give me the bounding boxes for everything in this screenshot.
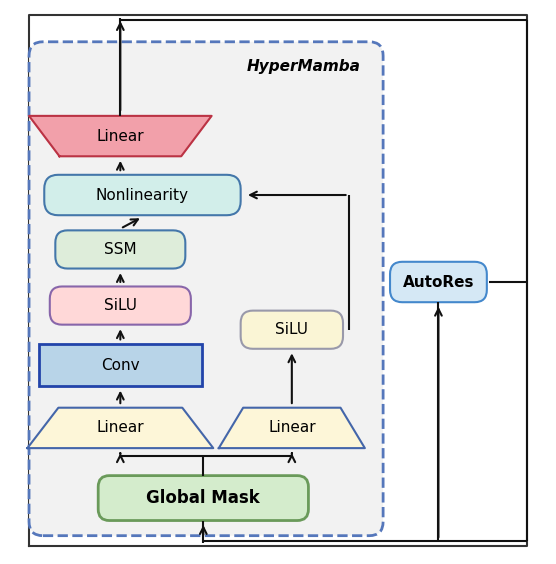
Text: Linear: Linear [97, 129, 144, 144]
Polygon shape [219, 408, 365, 448]
FancyBboxPatch shape [390, 262, 487, 302]
Text: HyperMamba: HyperMamba [247, 59, 361, 74]
Text: Nonlinearity: Nonlinearity [96, 187, 189, 202]
Polygon shape [29, 116, 212, 156]
Text: Conv: Conv [101, 358, 140, 373]
FancyBboxPatch shape [50, 287, 191, 325]
Text: AutoRes: AutoRes [403, 275, 474, 289]
Text: SiLU: SiLU [275, 322, 309, 337]
FancyBboxPatch shape [29, 42, 383, 536]
Text: Linear: Linear [268, 420, 316, 435]
FancyBboxPatch shape [56, 230, 185, 268]
Text: Global Mask: Global Mask [146, 489, 260, 507]
FancyBboxPatch shape [39, 344, 202, 386]
FancyBboxPatch shape [98, 475, 309, 521]
FancyBboxPatch shape [44, 175, 241, 215]
Polygon shape [27, 408, 214, 448]
Text: Linear: Linear [97, 420, 144, 435]
Text: SiLU: SiLU [104, 298, 137, 313]
FancyBboxPatch shape [241, 311, 343, 349]
Text: SSM: SSM [104, 242, 137, 257]
